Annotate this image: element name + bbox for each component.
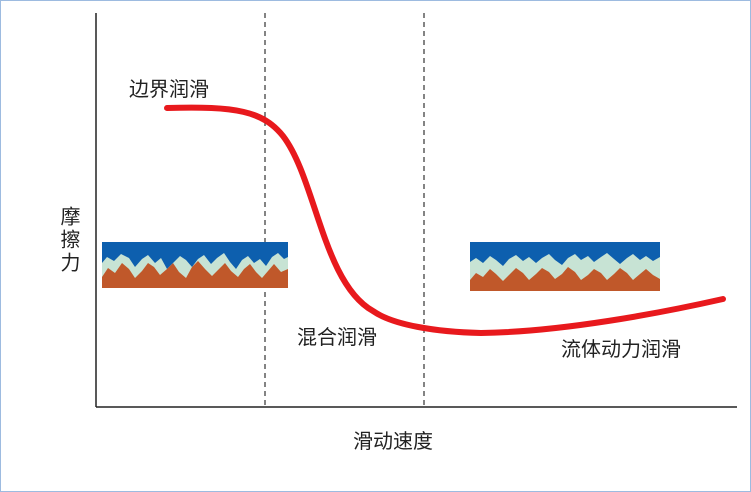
label-boundary-lubrication: 边界润滑: [129, 77, 209, 101]
x-axis-label: 滑动速度: [353, 429, 433, 453]
substrate-layer: [470, 267, 660, 291]
label-hydrodynamic-lubrication: 流体动力润滑: [561, 337, 681, 361]
surface-illustration-boundary: [102, 242, 288, 288]
y-axis-label: 摩擦力: [57, 206, 81, 275]
label-mixed-lubrication: 混合润滑: [297, 325, 377, 349]
surface-illustration-hydrodynamic: [470, 242, 660, 291]
stribeck-curve: [164, 104, 726, 337]
substrate-layer: [102, 261, 288, 288]
